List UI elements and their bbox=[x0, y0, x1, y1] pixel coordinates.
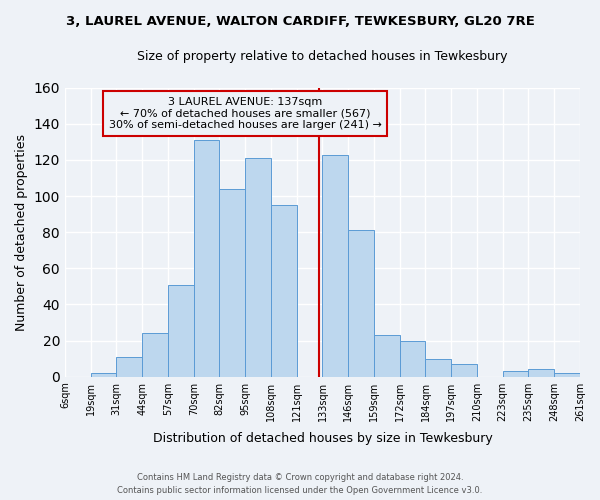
Bar bbox=[168, 284, 194, 376]
Text: 3, LAUREL AVENUE, WALTON CARDIFF, TEWKESBURY, GL20 7RE: 3, LAUREL AVENUE, WALTON CARDIFF, TEWKES… bbox=[65, 15, 535, 28]
Bar bbox=[142, 334, 168, 376]
Bar bbox=[554, 373, 580, 376]
Y-axis label: Number of detached properties: Number of detached properties bbox=[15, 134, 28, 330]
Bar bbox=[425, 358, 451, 376]
Bar bbox=[116, 357, 142, 376]
X-axis label: Distribution of detached houses by size in Tewkesbury: Distribution of detached houses by size … bbox=[152, 432, 493, 445]
Bar bbox=[271, 205, 297, 376]
Bar bbox=[245, 158, 271, 376]
Bar bbox=[220, 189, 245, 376]
Bar bbox=[503, 371, 529, 376]
Bar bbox=[348, 230, 374, 376]
Bar bbox=[374, 335, 400, 376]
Text: 3 LAUREL AVENUE: 137sqm
← 70% of detached houses are smaller (567)
30% of semi-d: 3 LAUREL AVENUE: 137sqm ← 70% of detache… bbox=[109, 97, 382, 130]
Text: Contains HM Land Registry data © Crown copyright and database right 2024.
Contai: Contains HM Land Registry data © Crown c… bbox=[118, 474, 482, 495]
Bar bbox=[91, 373, 116, 376]
Bar bbox=[400, 340, 425, 376]
Bar bbox=[529, 370, 554, 376]
Bar bbox=[194, 140, 220, 376]
Bar bbox=[451, 364, 477, 376]
Bar bbox=[322, 154, 348, 376]
Title: Size of property relative to detached houses in Tewkesbury: Size of property relative to detached ho… bbox=[137, 50, 508, 63]
